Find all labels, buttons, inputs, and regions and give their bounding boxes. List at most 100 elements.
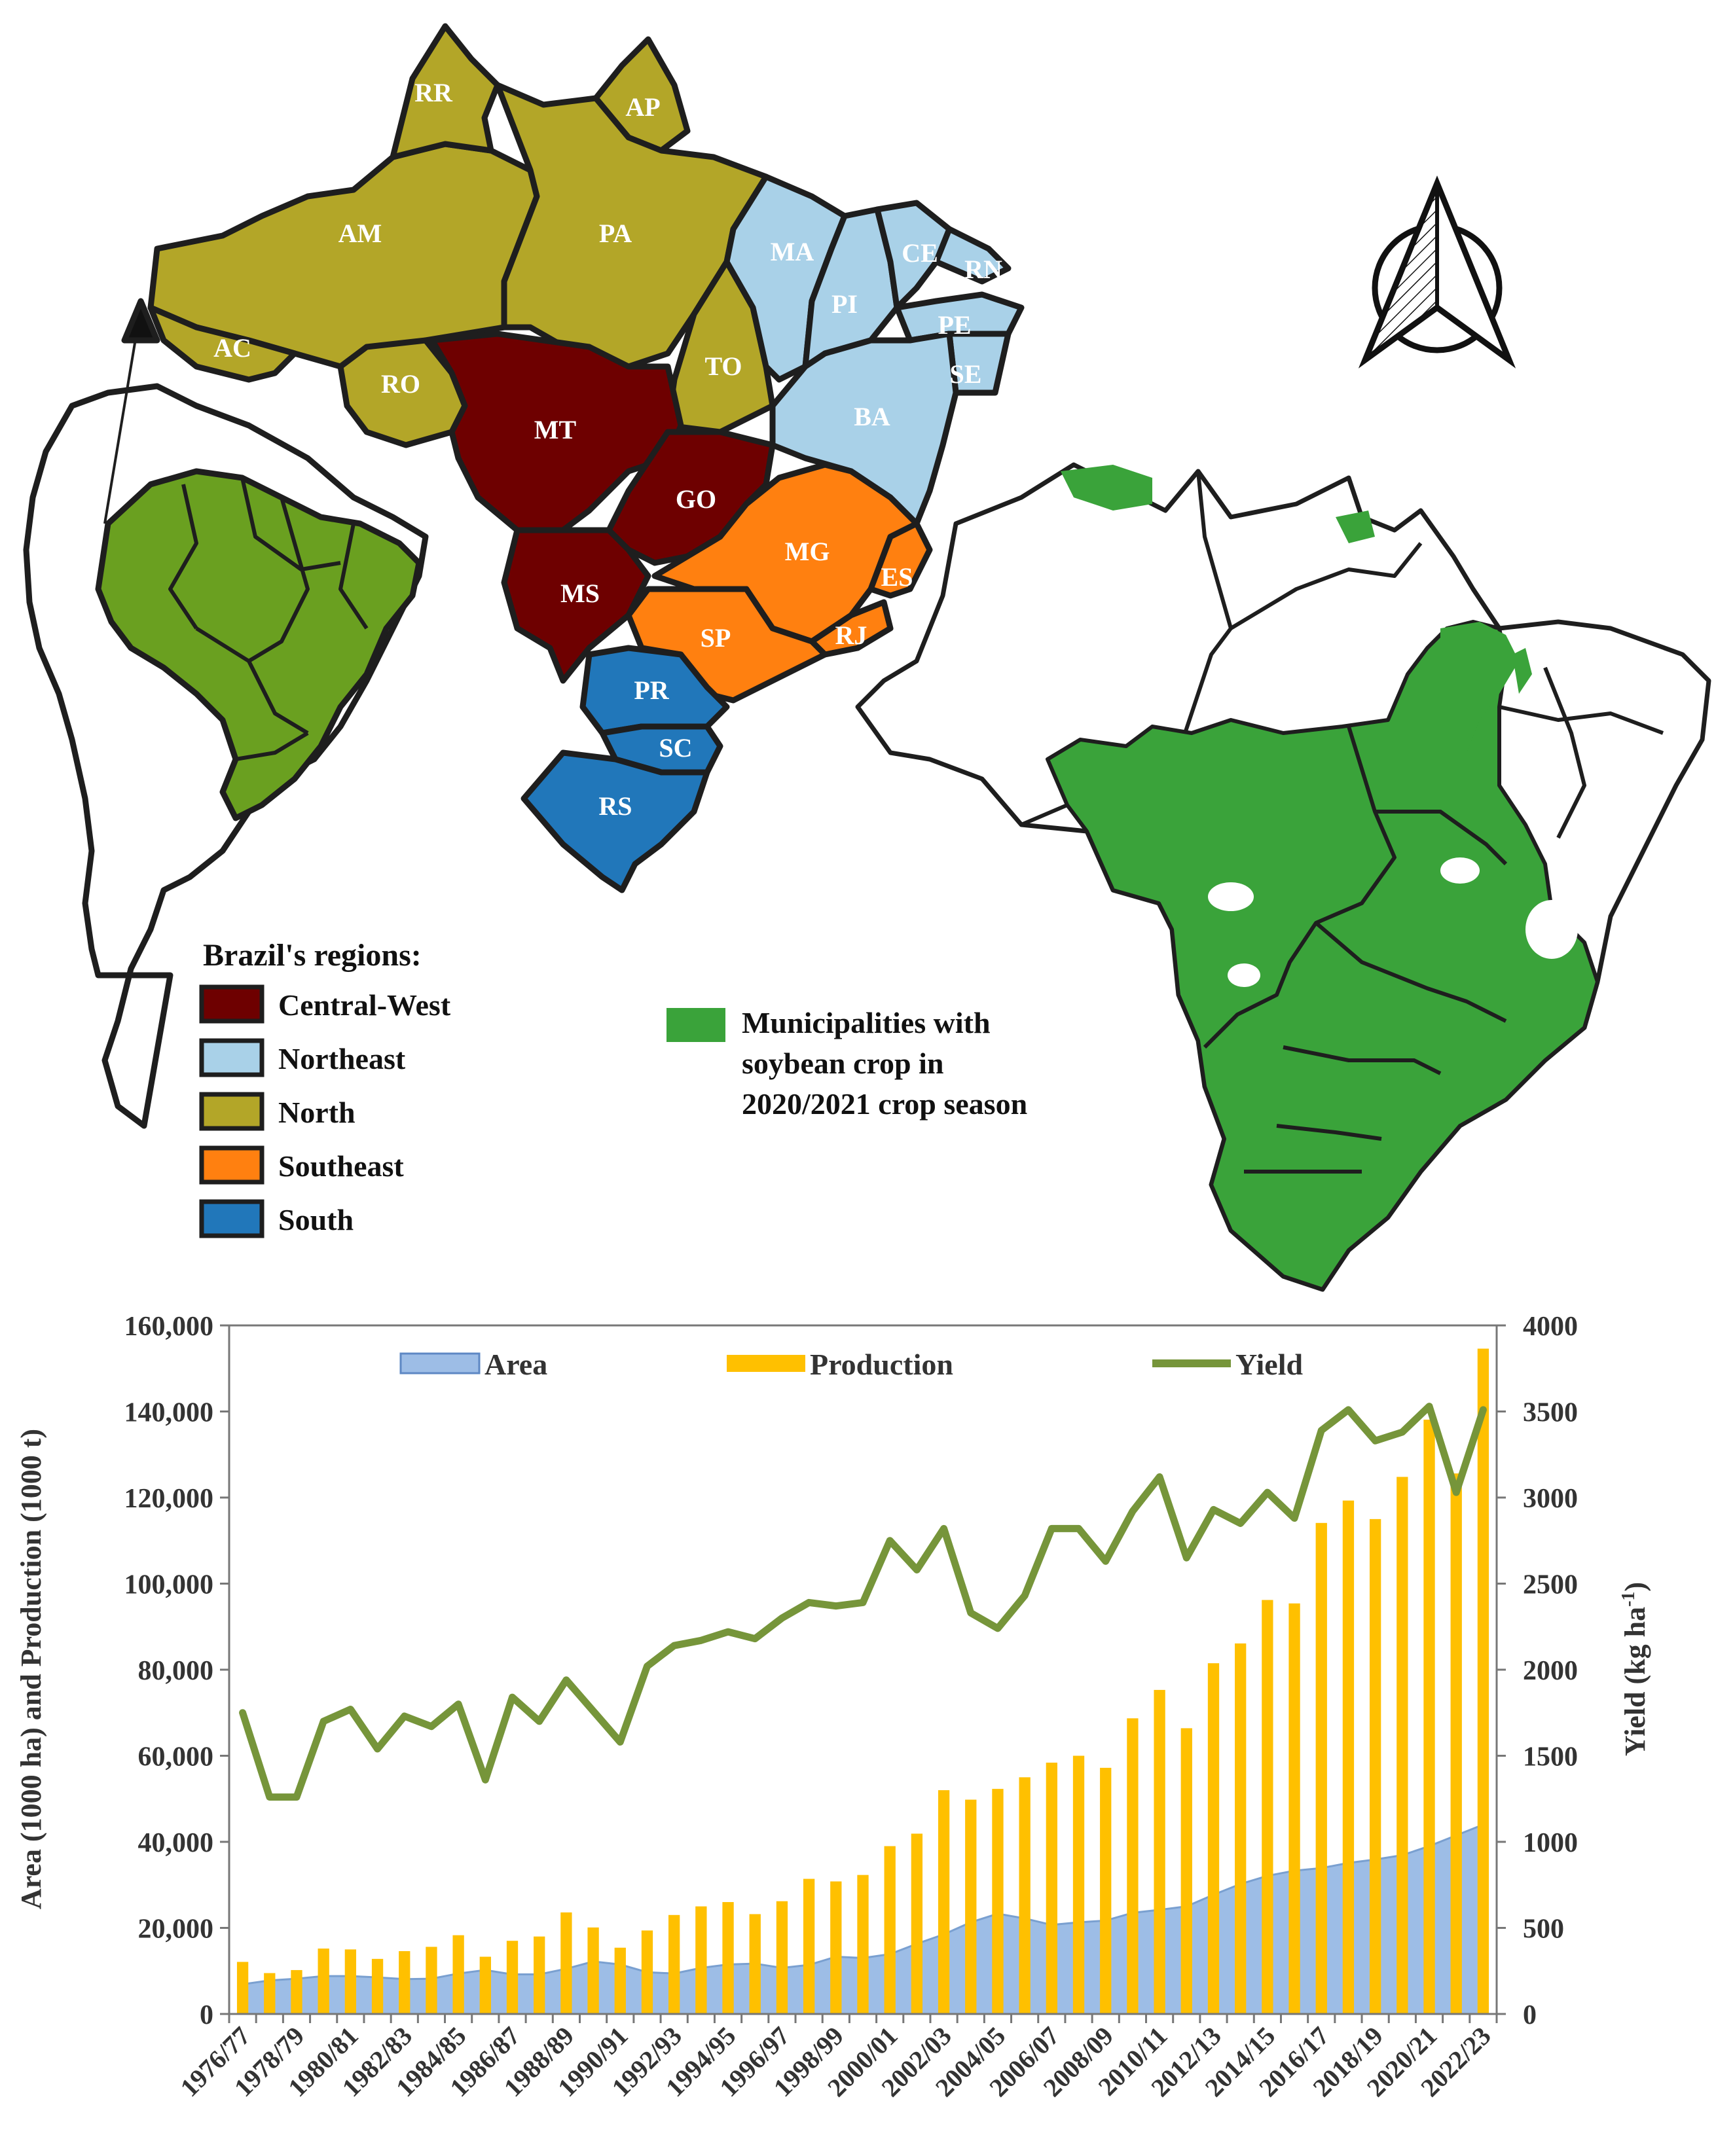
label-ac: AC — [213, 333, 251, 363]
production-bar — [291, 1969, 302, 2014]
production-bar — [776, 1901, 788, 2014]
left-tick-label: 80,000 — [138, 1656, 214, 1686]
right-tick-label: 3500 — [1523, 1398, 1578, 1428]
legend-swatch-central-west — [199, 984, 265, 1024]
soy-gap-2 — [1228, 963, 1260, 987]
label-rr: RR — [414, 78, 453, 107]
soy-area-amapa — [1336, 511, 1375, 543]
left-tick-label: 120,000 — [124, 1484, 214, 1514]
right-axis-title: Yield (kg ha-1) — [1618, 1582, 1651, 1756]
right-tick-label: 3000 — [1523, 1484, 1578, 1514]
state-ce — [874, 200, 953, 311]
soy-legend-line-3: 2020/2021 crop season — [742, 1087, 1027, 1121]
left-axis-ticks: 0 20,000 40,000 60,000 80,000 100,000 120,000 1… — [124, 1312, 229, 2030]
state-labels: RR AP AM PA AC RO TO MA CE RN PI PE SE B… — [213, 78, 1002, 821]
label-ms: MS — [560, 579, 600, 608]
production-bar — [1100, 1767, 1112, 2014]
south-america-inset — [23, 298, 429, 1129]
state-mt — [429, 331, 684, 533]
legend-swatch-production — [727, 1355, 805, 1372]
yield-line — [239, 1403, 1487, 1801]
label-go: GO — [676, 484, 716, 514]
brazil-inset — [95, 468, 422, 821]
label-ce: CE — [902, 238, 938, 268]
production-bar — [614, 1947, 626, 2014]
production-bar — [911, 1833, 923, 2014]
production-bar — [264, 1973, 276, 2014]
production-bar — [1235, 1643, 1247, 2014]
label-mt: MT — [534, 415, 577, 444]
label-es: ES — [881, 562, 913, 592]
production-bar — [641, 1930, 653, 2014]
legend-label-south: South — [278, 1203, 354, 1236]
right-tick-label: 500 — [1523, 1914, 1564, 1945]
north-arrow-icon — [1358, 175, 1516, 368]
production-bar — [1046, 1763, 1057, 2014]
legend-label-northeast: Northeast — [278, 1042, 406, 1075]
state-rn — [933, 226, 1012, 285]
state-es — [867, 520, 933, 599]
production-bar — [992, 1789, 1004, 2014]
legend-swatch-area — [399, 1352, 481, 1374]
right-tick-label: 0 — [1523, 2000, 1537, 2030]
left-tick-label: 140,000 — [124, 1398, 214, 1428]
production-bar — [560, 1912, 572, 2014]
legend-label-yield: Yield — [1235, 1348, 1303, 1381]
regions-legend: Brazil's regions: Central-West Northeast… — [199, 938, 451, 1238]
production-bar — [1180, 1728, 1192, 2014]
soybean-map — [855, 462, 1711, 1292]
label-pe: PE — [938, 310, 971, 340]
right-tick-label: 2000 — [1523, 1656, 1578, 1686]
label-am: AM — [338, 219, 382, 248]
label-ro: RO — [381, 369, 420, 399]
label-ba: BA — [854, 402, 890, 431]
label-se: SE — [950, 359, 982, 389]
legend-swatch-south — [199, 1199, 265, 1238]
production-bar — [1450, 1473, 1462, 2014]
soy-gap-1 — [1208, 882, 1254, 911]
label-pi: PI — [831, 289, 858, 319]
legend-label-area: Area — [484, 1348, 547, 1381]
label-mg: MG — [785, 537, 830, 566]
right-tick-label: 4000 — [1523, 1312, 1578, 1342]
production-bar — [1397, 1477, 1408, 2014]
legend-swatch-soy — [666, 1008, 725, 1042]
label-rj: RJ — [835, 620, 867, 650]
legend-label-production: Production — [810, 1348, 953, 1381]
production-bar — [965, 1799, 977, 2014]
soy-map-state-borders — [1020, 471, 1664, 1174]
right-axis-title-close: ) — [1619, 1582, 1651, 1592]
production-bars — [236, 1348, 1489, 2014]
inset-pointer-line — [103, 307, 142, 524]
production-bar — [722, 1902, 734, 2014]
soy-legend-line-2: soybean crop in — [742, 1047, 943, 1080]
brazil-regions-map — [147, 23, 1025, 893]
label-sc: SC — [659, 733, 692, 763]
production-bar — [236, 1962, 249, 2014]
production-bar — [830, 1881, 842, 2014]
legend-swatch-southeast — [199, 1145, 265, 1185]
soy-area-center — [1046, 620, 1599, 1291]
production-bar — [857, 1875, 869, 2014]
soy-gap-3 — [1440, 857, 1480, 884]
label-ap: AP — [625, 92, 660, 122]
soybean-chart: 0 20,000 40,000 60,000 80,000 100,000 120,000 1… — [15, 1312, 1651, 2102]
legend-label-central-west: Central-West — [278, 988, 451, 1022]
brazil-inset-borders — [168, 477, 369, 761]
production-bar — [938, 1790, 950, 2014]
legend-swatch-northeast — [199, 1038, 265, 1077]
left-axis-title: Area (1000 ha) and Production (1000 t) — [15, 1429, 47, 1909]
production-bar — [1288, 1603, 1300, 2014]
inset-pointer-arrowhead — [121, 298, 160, 344]
production-bar — [1019, 1777, 1031, 2014]
production-bar — [452, 1935, 464, 2014]
chart-legend: Area Production Yield — [399, 1348, 1303, 1381]
soy-area-matopiba — [1440, 622, 1519, 753]
state-ms — [501, 527, 651, 684]
soy-area-piaui — [1512, 648, 1532, 694]
production-bar — [371, 1958, 384, 2014]
production-bar — [587, 1927, 599, 2014]
production-bar — [1154, 1689, 1165, 2014]
soy-gap-4 — [1525, 900, 1578, 959]
